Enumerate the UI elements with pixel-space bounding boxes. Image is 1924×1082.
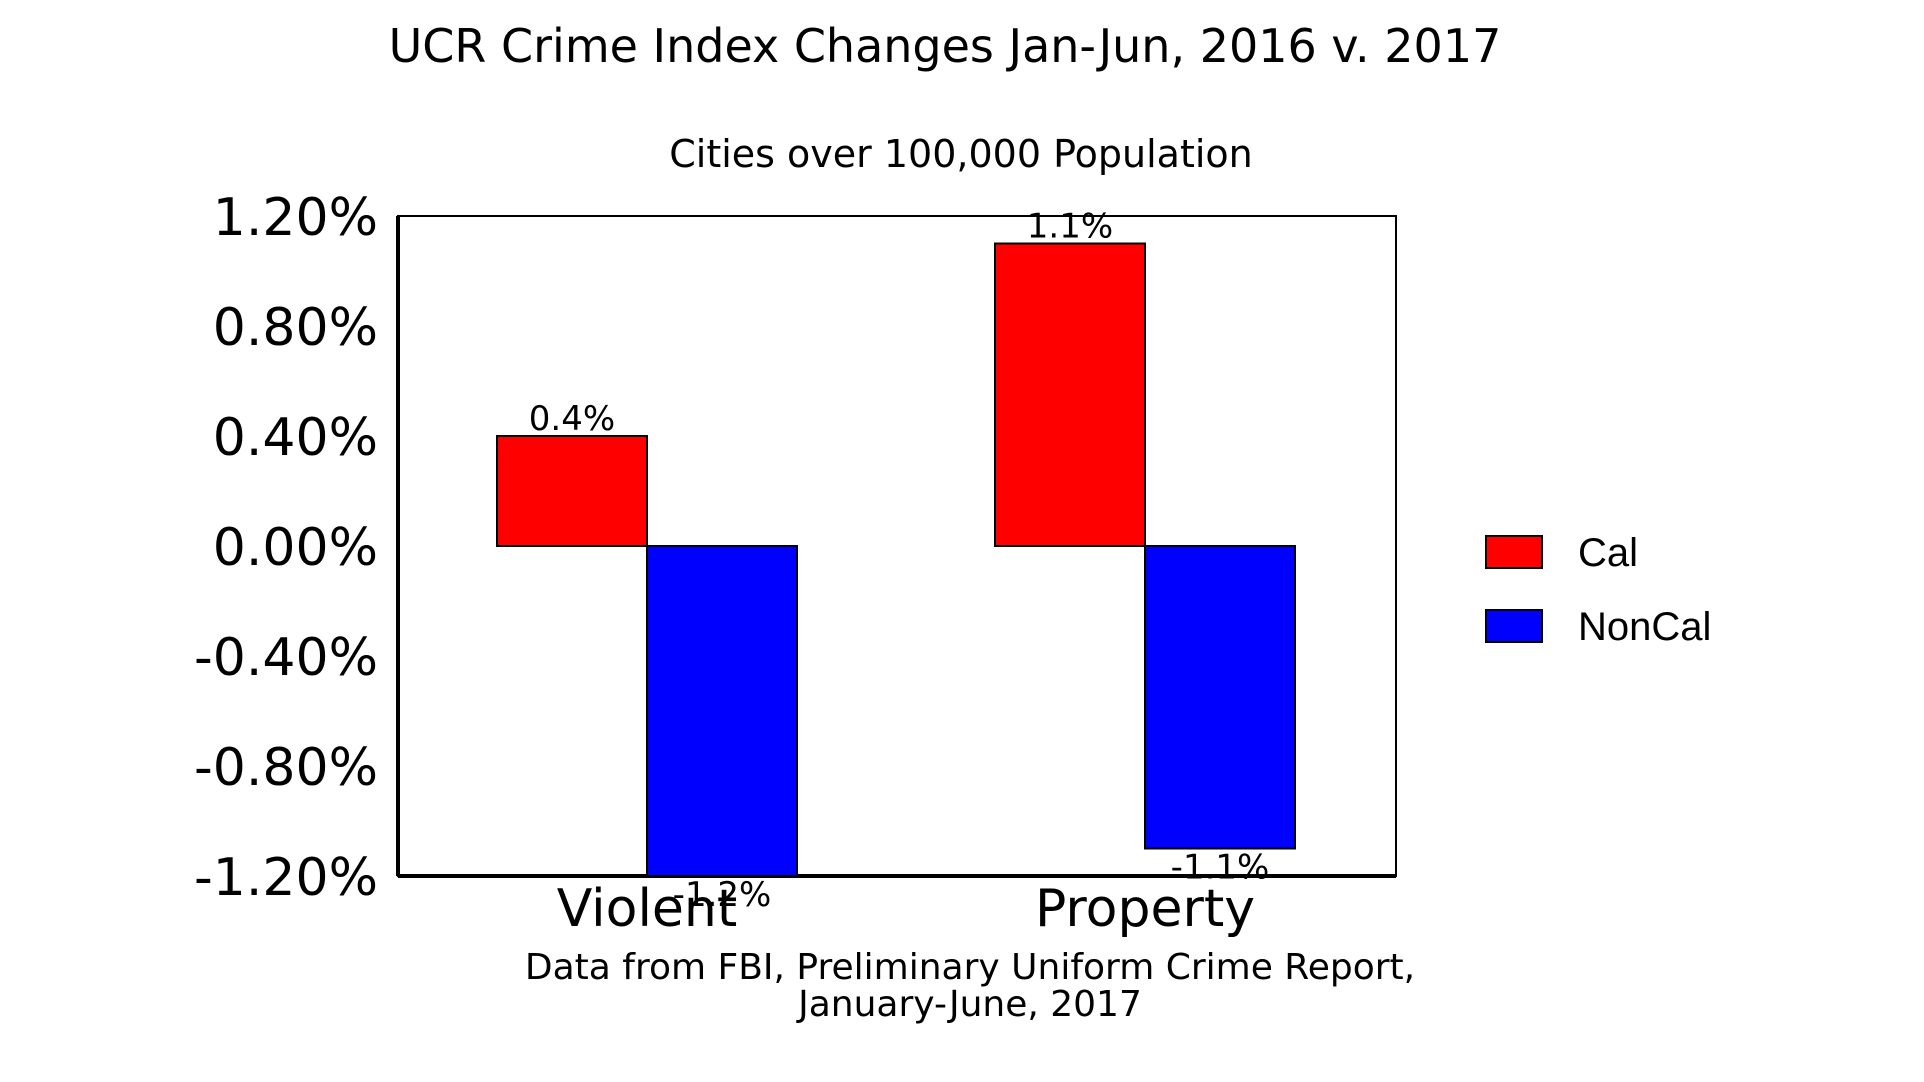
bar-noncal-property xyxy=(1144,545,1296,850)
y-tick-label: -0.40% xyxy=(194,628,378,688)
source-note-line-1: Data from FBI, Preliminary Uniform Crime… xyxy=(525,947,1415,988)
y-tick-label: -0.80% xyxy=(194,738,378,798)
y-tick-label: 1.20% xyxy=(213,188,378,248)
x-category-label: Violent xyxy=(557,879,737,939)
legend-swatch-cal xyxy=(1485,535,1543,569)
data-label: 0.4% xyxy=(529,399,615,439)
chart-subtitle: Cities over 100,000 Population xyxy=(669,132,1253,176)
y-tick-label: 0.00% xyxy=(213,518,378,578)
data-label: -1.2% xyxy=(673,875,772,915)
data-label: 1.1% xyxy=(1027,207,1113,247)
legend: Cal NonCal xyxy=(1485,531,1711,649)
legend-label-noncal: NonCal xyxy=(1578,605,1711,649)
y-tick-label: -1.20% xyxy=(194,848,378,908)
data-label: -1.1% xyxy=(1171,848,1270,888)
y-tick-label: 0.80% xyxy=(213,298,378,358)
y-tick-label: 0.40% xyxy=(213,408,378,468)
x-category-label: Property xyxy=(1035,879,1255,939)
source-note-line-2: January-June, 2017 xyxy=(796,984,1142,1025)
bar-noncal-violent xyxy=(646,545,798,877)
legend-swatch-noncal xyxy=(1485,609,1543,643)
chart-title: UCR Crime Index Changes Jan-Jun, 2016 v.… xyxy=(389,19,1502,73)
bar-cal-violent xyxy=(496,435,648,547)
plot-area: 1.20% 0.80% 0.40% 0.00% -0.40% -0.80% -1.20% 0.… xyxy=(194,188,1397,939)
bar-cal-property xyxy=(994,242,1146,547)
legend-label-cal: Cal xyxy=(1578,531,1638,575)
